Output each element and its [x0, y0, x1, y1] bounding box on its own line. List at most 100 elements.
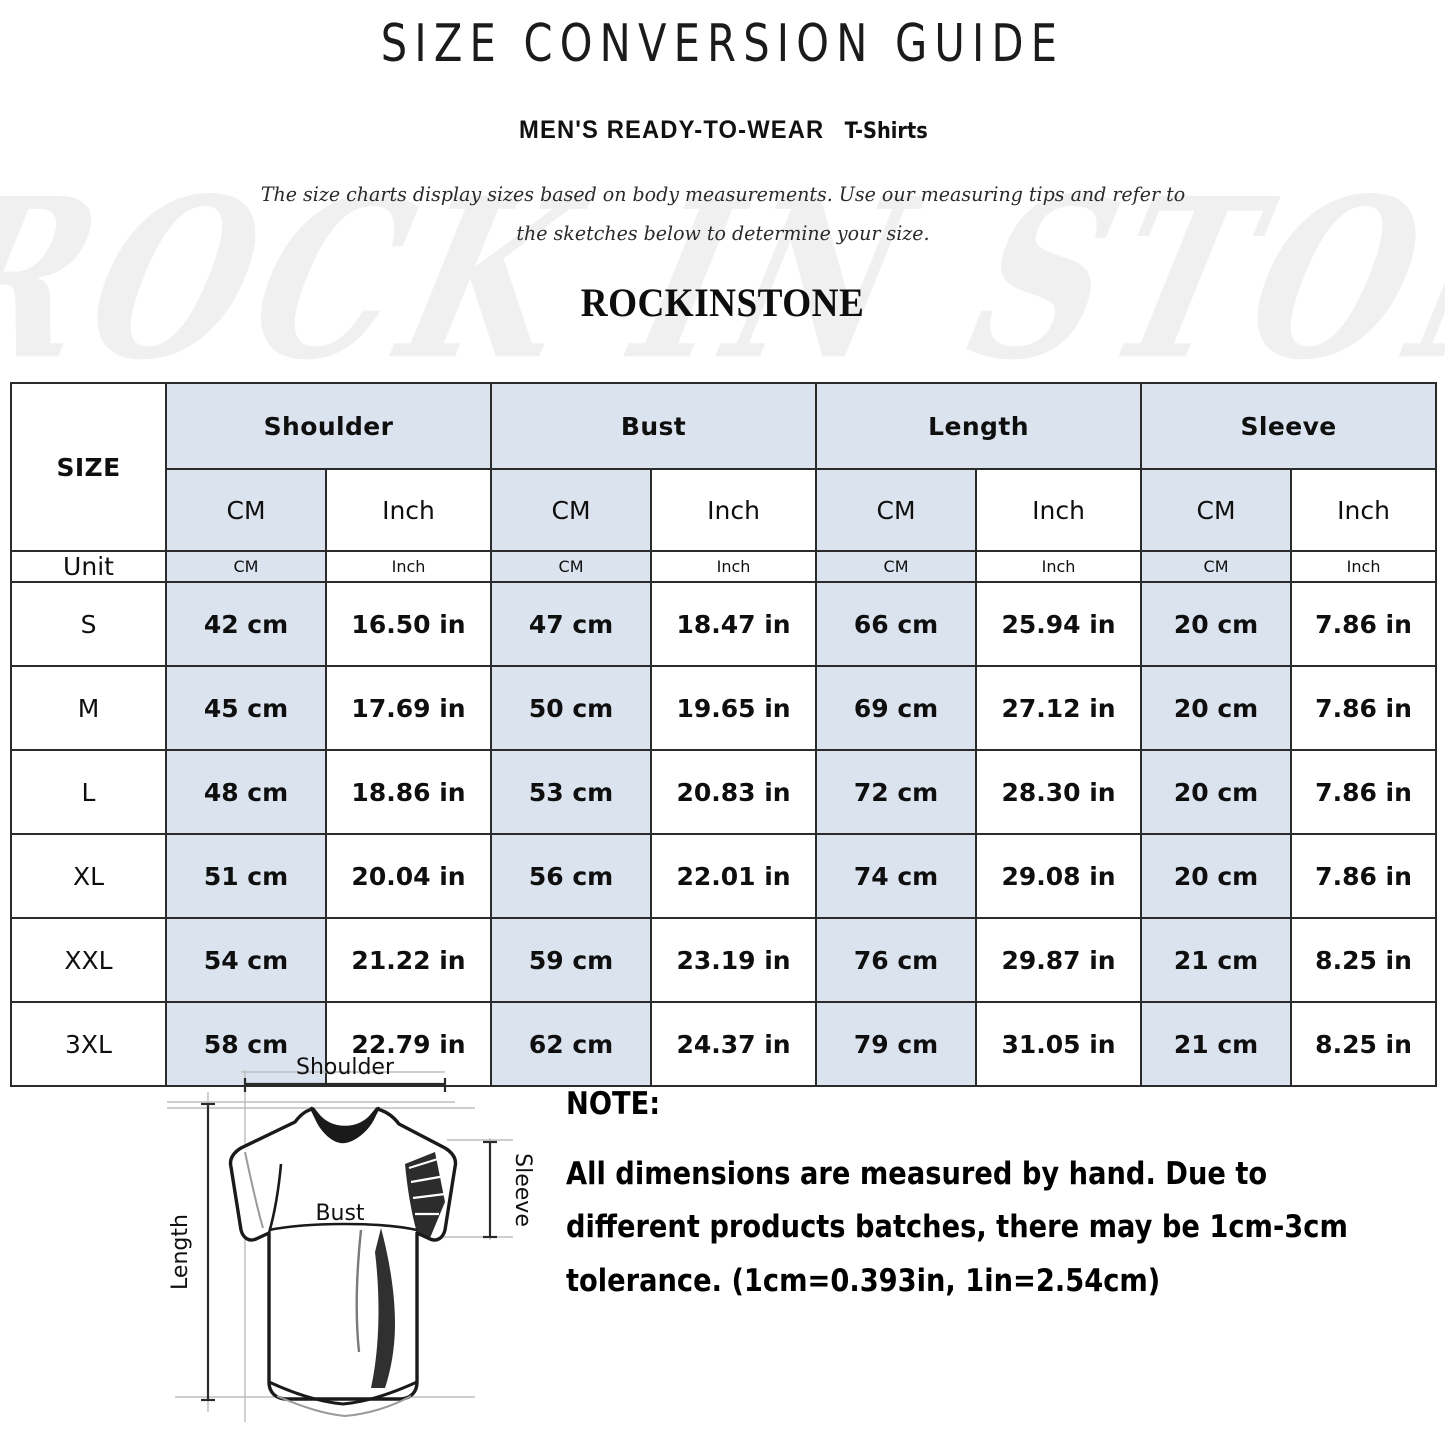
cell-shoulder-inch: 21.22 in: [324, 917, 493, 1003]
cell-bust-inch: 23.19 in: [650, 917, 818, 1003]
subtitle-product-type: T-Shirts: [845, 119, 929, 144]
cell-shoulder-inch: 20.04 in: [324, 833, 493, 919]
header-bust: Bust: [490, 382, 818, 470]
cell-bust-cm: 53 cm: [490, 749, 653, 835]
cell-shoulder-inch: 17.69 in: [324, 665, 493, 751]
table-body: Unit CM Inch CM Inch CM Inch CM Inch S 4…: [10, 550, 1438, 1087]
cell-sleeve-cm: 20 cm: [1140, 665, 1293, 751]
cell-length-cm: 76 cm: [815, 917, 978, 1003]
cell-sleeve-cm: 21 cm: [1140, 1001, 1293, 1087]
cell-length-inch: 25.94 in: [975, 581, 1143, 667]
table-row: S 42 cm 16.50 in 47 cm 18.47 in 66 cm 25…: [10, 581, 1438, 667]
page-description: The size charts display sizes based on b…: [260, 182, 1185, 245]
cell-size: L: [10, 749, 167, 835]
cell-bust-cm: 56 cm: [490, 833, 653, 919]
note-body: All dimensions are measured by hand. Due…: [566, 1156, 1348, 1299]
cell-sleeve-cm: 20 cm: [1140, 749, 1293, 835]
cell-size: S: [10, 581, 167, 667]
note-title: NOTE:: [566, 1086, 661, 1122]
cell-unit-bust-cm: CM: [490, 550, 653, 583]
diagram-label-bust: Bust: [315, 1201, 364, 1226]
header-shoulder-inch: Inch: [324, 468, 493, 552]
bottom-section: Shoulder Bust Length Sleeve NOTE: All di…: [0, 1040, 1445, 1445]
cell-size: 3XL: [10, 1001, 167, 1087]
page-subtitle: MEN'S READY-TO-WEAR T-Shirts: [0, 116, 1445, 145]
cell-shoulder-cm: 42 cm: [165, 581, 327, 667]
cell-sleeve-inch: 7.86 in: [1290, 749, 1438, 835]
cell-sleeve-cm: 20 cm: [1140, 581, 1293, 667]
cell-shoulder-cm: 48 cm: [165, 749, 327, 835]
cell-shoulder-cm: 51 cm: [165, 833, 327, 919]
tshirt-measurement-diagram: Shoulder Bust Length Sleeve: [145, 1052, 535, 1444]
diagram-label-sleeve: Sleeve: [510, 1153, 535, 1227]
cell-length-cm: 69 cm: [815, 665, 978, 751]
cell-length-inch: 28.30 in: [975, 749, 1143, 835]
cell-sleeve-cm: 21 cm: [1140, 917, 1293, 1003]
cell-length-cm: 66 cm: [815, 581, 978, 667]
header-length-cm: CM: [815, 468, 978, 552]
header-bust-inch: Inch: [650, 468, 818, 552]
cell-sleeve-cm: 20 cm: [1140, 833, 1293, 919]
cell-length-inch: 31.05 in: [975, 1001, 1143, 1087]
cell-bust-cm: 62 cm: [490, 1001, 653, 1087]
cell-unit-length-cm: CM: [815, 550, 978, 583]
cell-unit-bust-inch: Inch: [650, 550, 818, 583]
table-row-unit: Unit CM Inch CM Inch CM Inch CM Inch: [10, 550, 1438, 583]
header-sleeve: Sleeve: [1140, 382, 1438, 470]
table-row: L 48 cm 18.86 in 53 cm 20.83 in 72 cm 28…: [10, 749, 1438, 835]
table-row: XL 51 cm 20.04 in 56 cm 22.01 in 74 cm 2…: [10, 833, 1438, 919]
cell-sleeve-inch: 7.86 in: [1290, 665, 1438, 751]
cell-shoulder-cm: 45 cm: [165, 665, 327, 751]
diagram-label-shoulder: Shoulder: [296, 1055, 395, 1080]
header-shoulder-cm: CM: [165, 468, 327, 552]
table-group-header-row: SIZE Shoulder Bust Length Sleeve: [10, 382, 1438, 552]
header-length-inch: Inch: [975, 468, 1143, 552]
cell-unit-sleeve-inch: Inch: [1290, 550, 1438, 583]
cell-unit-label: Unit: [10, 550, 167, 583]
cell-unit-shoulder-cm: CM: [165, 550, 327, 583]
cell-length-inch: 29.08 in: [975, 833, 1143, 919]
header-length: Length: [815, 382, 1143, 470]
header-sleeve-cm: CM: [1140, 468, 1293, 552]
page-header: SIZE CONVERSION GUIDE MEN'S READY-TO-WEA…: [0, 0, 1445, 326]
table-row: XXL 54 cm 21.22 in 59 cm 23.19 in 76 cm …: [10, 917, 1438, 1003]
cell-length-inch: 27.12 in: [975, 665, 1143, 751]
cell-bust-cm: 59 cm: [490, 917, 653, 1003]
cell-unit-shoulder-inch: Inch: [324, 550, 493, 583]
cell-length-cm: 74 cm: [815, 833, 978, 919]
cell-size: XL: [10, 833, 167, 919]
header-bust-cm: CM: [490, 468, 653, 552]
cell-size: XXL: [10, 917, 167, 1003]
cell-unit-length-inch: Inch: [975, 550, 1143, 583]
page-title: SIZE CONVERSION GUIDE: [380, 14, 1065, 74]
tshirt-icon: Shoulder Bust Length Sleeve: [167, 1055, 535, 1422]
cell-shoulder-cm: 54 cm: [165, 917, 327, 1003]
size-table-container: SIZE Shoulder Bust Length Sleeve CM Inch…: [10, 382, 1438, 1087]
cell-bust-inch: 20.83 in: [650, 749, 818, 835]
note-block: NOTE: All dimensions are measured by han…: [566, 1086, 1396, 1308]
cell-length-inch: 29.87 in: [975, 917, 1143, 1003]
cell-bust-inch: 19.65 in: [650, 665, 818, 751]
cell-bust-inch: 24.37 in: [650, 1001, 818, 1087]
cell-shoulder-inch: 16.50 in: [324, 581, 493, 667]
cell-length-cm: 72 cm: [815, 749, 978, 835]
cell-length-cm: 79 cm: [815, 1001, 978, 1087]
cell-size: M: [10, 665, 167, 751]
header-sleeve-inch: Inch: [1290, 468, 1438, 552]
cell-unit-sleeve-cm: CM: [1140, 550, 1293, 583]
cell-bust-cm: 47 cm: [490, 581, 653, 667]
diagram-label-length: Length: [168, 1214, 193, 1290]
subtitle-main: MEN'S READY-TO-WEAR: [519, 116, 825, 144]
brand-name: ROCKINSTONE: [580, 280, 865, 325]
cell-sleeve-inch: 7.86 in: [1290, 833, 1438, 919]
cell-bust-inch: 18.47 in: [650, 581, 818, 667]
header-size: SIZE: [10, 382, 167, 552]
table-row: M 45 cm 17.69 in 50 cm 19.65 in 69 cm 27…: [10, 665, 1438, 751]
tshirt-outline: [228, 1106, 458, 1418]
table-unit-header-row: CM Inch CM Inch CM Inch CM Inch: [11, 468, 1438, 552]
cell-sleeve-inch: 7.86 in: [1290, 581, 1438, 667]
cell-shoulder-inch: 18.86 in: [324, 749, 493, 835]
cell-sleeve-inch: 8.25 in: [1290, 917, 1438, 1003]
size-conversion-table: SIZE Shoulder Bust Length Sleeve CM Inch…: [10, 382, 1438, 1087]
header-shoulder: Shoulder: [164, 382, 493, 470]
